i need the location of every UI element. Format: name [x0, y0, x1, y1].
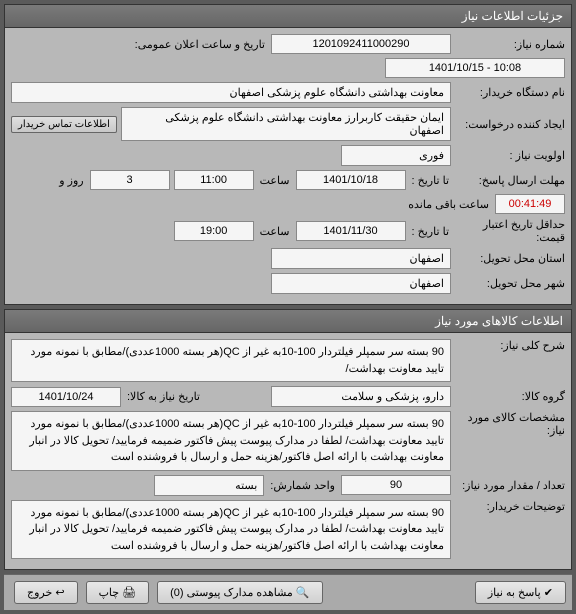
price-date-value: 1401/11/30 — [296, 221, 406, 241]
answer-time-value: 11:00 — [174, 170, 254, 190]
exit-icon: ↩ — [55, 587, 64, 599]
contact-info-button[interactable]: اطلاعات تماس خریدار — [11, 116, 117, 133]
buyer-name-label: نام دستگاه خریدار: — [455, 86, 565, 99]
group-label: گروه کالا: — [455, 390, 565, 403]
print-button-label: چاپ — [99, 587, 120, 599]
answer-deadline-label: مهلت ارسال پاسخ: — [455, 174, 565, 187]
requester-label: ایجاد کننده درخواست: — [455, 118, 565, 131]
price-validity-label: حداقل تاریخ اعتبار قیمت: — [455, 218, 565, 244]
buyer-notes-text: 90 بسته سر سمپلر فیلتردار 100-10به غیر ا… — [11, 500, 451, 560]
print-button[interactable]: 🖨 چاپ — [86, 581, 150, 604]
delivery-city-value: اصفهان — [271, 273, 451, 294]
announce-label: تاریخ و ساعت اعلان عمومی: — [133, 38, 267, 51]
answer-button-label: پاسخ به نیاز — [488, 587, 541, 599]
view-docs-button-label: مشاهده مدارک پیوستی (0) — [170, 587, 293, 599]
goods-info-body: شرح کلی نیاز: 90 بسته سر سمپلر فیلتردار … — [5, 333, 571, 569]
days-text: روز و — [57, 174, 85, 187]
qty-label: تعداد / مقدار مورد نیاز: — [455, 479, 565, 492]
desc-label: شرح کلی نیاز: — [455, 339, 565, 352]
exit-button-label: خروج — [27, 587, 52, 599]
unit-label: واحد شمارش: — [268, 479, 337, 492]
answer-time-label: ساعت — [258, 174, 292, 187]
need-info-header: جزئیات اطلاعات نیاز — [5, 5, 571, 28]
goods-info-header: اطلاعات کالاهای مورد نیاز — [5, 310, 571, 333]
buyer-notes-label: توضیحات خریدار: — [455, 500, 565, 513]
delivery-province-value: اصفهان — [271, 248, 451, 269]
printer-icon: 🖨 — [122, 587, 136, 599]
delivery-city-label: شهر محل تحویل: — [455, 277, 565, 290]
unit-value: بسته — [154, 475, 264, 496]
price-until-label: تا تاریخ : — [410, 225, 451, 238]
answer-button[interactable]: ✔ پاسخ به نیاز — [475, 581, 566, 604]
need-date-value: 1401/10/24 — [11, 387, 121, 407]
buyer-name-value: معاونت بهداشتی دانشگاه علوم پزشکی اصفهان — [11, 82, 451, 103]
need-info-body: شماره نیاز: 1201092411000290 تاریخ و ساع… — [5, 28, 571, 304]
check-icon: ✔ — [544, 587, 553, 599]
answer-date-value: 1401/10/18 — [296, 170, 406, 190]
qty-value: 90 — [341, 475, 451, 495]
goods-info-panel: اطلاعات کالاهای مورد نیاز شرح کلی نیاز: … — [4, 309, 572, 570]
price-time-label: ساعت — [258, 225, 292, 238]
need-number-value: 1201092411000290 — [271, 34, 451, 54]
answer-until-label: تا تاریخ : — [410, 174, 451, 187]
priority-label: اولویت نیاز : — [455, 149, 565, 162]
need-date-label: تاریخ نیاز به کالا: — [125, 390, 202, 403]
view-docs-button[interactable]: 🔍 مشاهده مدارک پیوستی (0) — [157, 581, 322, 604]
footer-toolbar: ✔ پاسخ به نیاز 🔍 مشاهده مدارک پیوستی (0)… — [4, 574, 572, 610]
days-count-value: 3 — [90, 170, 170, 190]
search-icon: 🔍 — [296, 587, 310, 599]
remaining-text: ساعت باقی مانده — [406, 198, 491, 211]
need-number-label: شماره نیاز: — [455, 38, 565, 51]
spec-label: مشخصات کالای مورد نیاز: — [455, 411, 565, 437]
countdown-timer: 00:41:49 — [495, 194, 565, 214]
delivery-province-label: استان محل تحویل: — [455, 252, 565, 265]
spec-text: 90 بسته سر سمپلر فیلتردار 100-10به غیر ا… — [11, 411, 451, 471]
requester-value: ایمان حقیقت کاربرارز معاونت بهداشتی دانش… — [121, 107, 451, 141]
desc-text: 90 بسته سر سمپلر فیلتردار 100-10به غیر ا… — [11, 339, 451, 382]
announce-date-value: 1401/10/15 - 10:08 — [385, 58, 565, 78]
priority-value: فوری — [341, 145, 451, 166]
exit-button[interactable]: ↩ خروج — [14, 581, 78, 604]
group-value: دارو، پزشکی و سلامت — [271, 386, 451, 407]
need-info-panel: جزئیات اطلاعات نیاز شماره نیاز: 12010924… — [4, 4, 572, 305]
price-time-value: 19:00 — [174, 221, 254, 241]
